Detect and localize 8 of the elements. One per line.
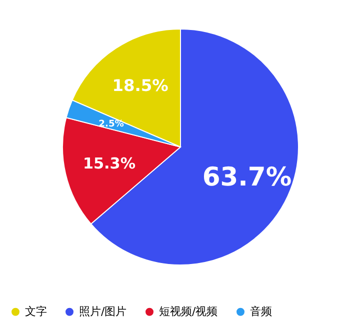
data-label: 2.5% [98, 119, 124, 130]
legend-label: 照片/图片 [79, 304, 127, 318]
data-label: 63.7% [202, 162, 292, 193]
data-label: 15.3% [82, 154, 136, 173]
data-label: 18.5% [112, 76, 168, 95]
legend-label: 文字 [25, 304, 47, 318]
legend-label: 音频 [250, 304, 272, 318]
legend-label: 短视频/视频 [159, 304, 218, 318]
